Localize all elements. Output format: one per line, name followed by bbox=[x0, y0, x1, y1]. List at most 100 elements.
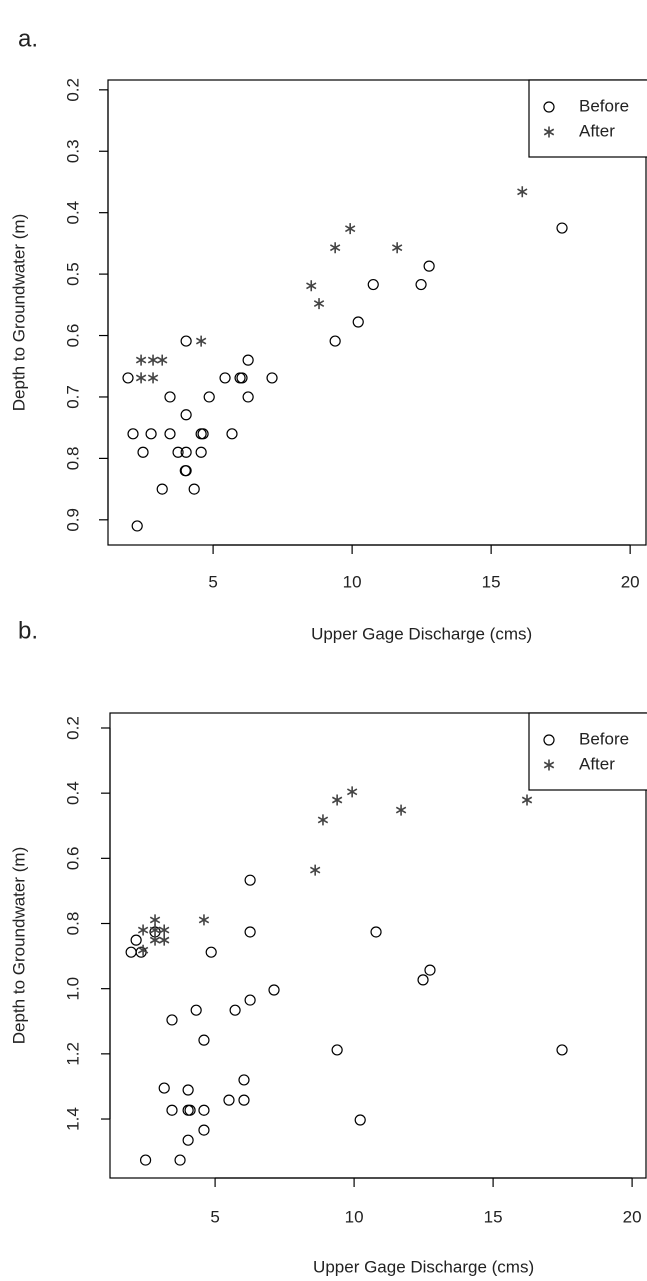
point bbox=[424, 964, 436, 976]
y-tick-label: 0.2 bbox=[63, 78, 82, 102]
point bbox=[370, 926, 382, 938]
y-tick-label: 1.0 bbox=[63, 977, 82, 1001]
x-axis-title: Upper Gage Discharge (cms) bbox=[311, 624, 532, 643]
x-tick-label: 10 bbox=[345, 1207, 364, 1226]
point bbox=[182, 1084, 194, 1096]
point bbox=[174, 1154, 186, 1166]
y-tick-label: 0.3 bbox=[63, 139, 82, 163]
point bbox=[354, 1114, 366, 1126]
point bbox=[329, 242, 341, 254]
point bbox=[137, 944, 149, 956]
point bbox=[423, 260, 435, 272]
point bbox=[205, 946, 217, 958]
point bbox=[197, 428, 209, 440]
y-tick-label: 0.4 bbox=[63, 781, 82, 805]
point bbox=[159, 924, 170, 936]
point bbox=[172, 446, 184, 458]
point bbox=[219, 372, 231, 384]
point bbox=[147, 372, 159, 384]
y-axis-title: Depth to Groundwater (m) bbox=[9, 214, 28, 411]
x-tick-label: 5 bbox=[210, 1207, 219, 1226]
point bbox=[198, 1104, 210, 1116]
x-tick-label: 5 bbox=[208, 572, 217, 591]
legend-box bbox=[528, 79, 647, 158]
point bbox=[310, 864, 321, 876]
legend-label: Before bbox=[579, 96, 629, 115]
point bbox=[125, 946, 137, 958]
point bbox=[331, 1044, 343, 1056]
point bbox=[367, 278, 379, 291]
point bbox=[164, 428, 176, 440]
point bbox=[345, 223, 356, 235]
point bbox=[131, 520, 143, 532]
point bbox=[156, 483, 168, 495]
point bbox=[137, 924, 149, 936]
point bbox=[313, 298, 325, 310]
point bbox=[149, 934, 161, 946]
point bbox=[147, 354, 159, 366]
point bbox=[180, 446, 192, 458]
point bbox=[190, 1004, 202, 1016]
x-tick-label: 15 bbox=[482, 572, 501, 591]
point bbox=[179, 465, 191, 477]
panel-label: b. bbox=[18, 617, 38, 644]
legend-label: After bbox=[579, 754, 615, 773]
point bbox=[122, 372, 134, 384]
point bbox=[166, 1104, 178, 1116]
x-tick-label: 15 bbox=[484, 1207, 503, 1226]
point bbox=[238, 1074, 250, 1086]
point bbox=[195, 335, 207, 347]
legend-label: Before bbox=[579, 729, 629, 748]
point bbox=[135, 372, 147, 384]
point bbox=[268, 984, 280, 996]
point bbox=[149, 924, 161, 936]
y-tick-label: 0.5 bbox=[63, 262, 82, 286]
x-tick-label: 20 bbox=[621, 572, 640, 591]
point bbox=[244, 926, 256, 938]
x-tick-label: 10 bbox=[343, 572, 362, 591]
point bbox=[352, 316, 364, 328]
legend-label: After bbox=[579, 121, 615, 140]
point bbox=[180, 335, 192, 347]
point bbox=[244, 874, 256, 886]
y-tick-label: 0.2 bbox=[63, 716, 82, 740]
y-tick-label: 0.7 bbox=[63, 385, 82, 409]
point bbox=[391, 242, 403, 254]
point bbox=[195, 446, 207, 458]
point bbox=[266, 372, 278, 384]
point bbox=[166, 1014, 178, 1026]
point bbox=[229, 1004, 241, 1016]
point bbox=[127, 428, 139, 440]
point bbox=[149, 914, 161, 926]
point bbox=[203, 391, 215, 403]
point bbox=[346, 786, 358, 798]
point bbox=[184, 1104, 196, 1116]
point bbox=[331, 794, 343, 806]
point bbox=[242, 354, 254, 366]
y-axis-title: Depth to Groundwater (m) bbox=[9, 847, 28, 1044]
x-axis-title: Upper Gage Discharge (cms) bbox=[313, 1257, 534, 1276]
point bbox=[395, 804, 407, 816]
point bbox=[236, 372, 248, 384]
point bbox=[556, 1044, 568, 1056]
point bbox=[417, 974, 429, 986]
point bbox=[137, 446, 149, 458]
y-tick-label: 0.4 bbox=[63, 201, 82, 225]
panel-label: a. bbox=[18, 25, 38, 52]
legend-box bbox=[528, 712, 647, 791]
point bbox=[329, 335, 341, 347]
point bbox=[198, 914, 210, 926]
point bbox=[139, 1154, 152, 1166]
x-tick-label: 20 bbox=[623, 1207, 642, 1226]
point bbox=[556, 222, 568, 234]
point bbox=[317, 814, 329, 826]
legend-marker bbox=[543, 101, 555, 113]
point bbox=[223, 1094, 235, 1106]
point bbox=[242, 391, 254, 403]
y-tick-label: 0.8 bbox=[63, 912, 82, 936]
legend-marker bbox=[543, 126, 555, 138]
point bbox=[306, 280, 317, 292]
y-tick-label: 0.6 bbox=[63, 324, 82, 348]
